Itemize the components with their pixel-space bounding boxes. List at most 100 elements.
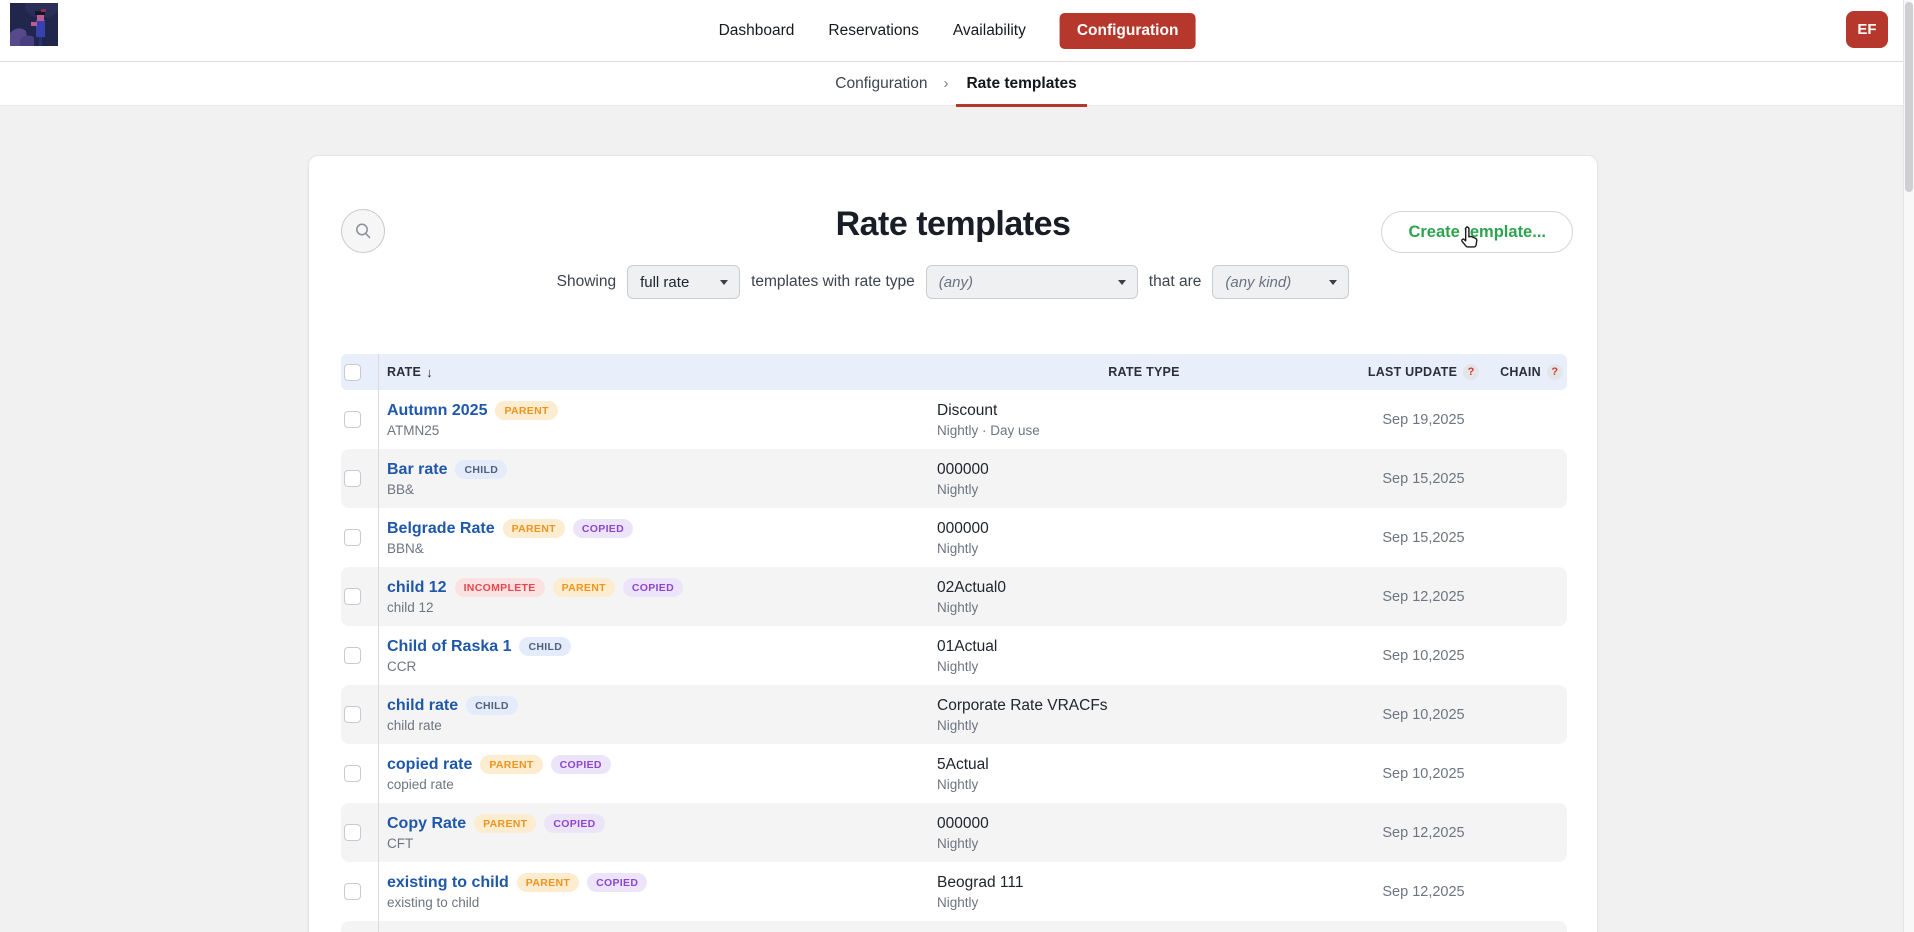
nav-item-configuration-active[interactable]: Configuration bbox=[1059, 13, 1196, 49]
table-row: child 12 INCOMPLETE PARENT COPIED child 12… bbox=[341, 567, 1567, 626]
row-checkbox[interactable] bbox=[344, 883, 361, 900]
table-row: Child of Raska 1 CHILD CCR 01Actual Nigh… bbox=[341, 626, 1567, 685]
last-update-cell: Sep 15,2025 bbox=[1351, 508, 1496, 567]
filter-row: Showing full rate templates with rate ty… bbox=[309, 265, 1597, 299]
badge-list: INCOMPLETE PARENT COPIED bbox=[454, 578, 683, 597]
rate-type-value: 01Actual bbox=[937, 637, 998, 655]
showing-select-value: full rate bbox=[640, 273, 690, 291]
chain-cell bbox=[1496, 449, 1567, 508]
vertical-scrollbar[interactable] bbox=[1903, 0, 1914, 932]
row-checkbox-cell bbox=[341, 744, 378, 803]
rate-type-value: 5Actual bbox=[937, 755, 989, 773]
rate-type-cell: 02Actual0 Nightly bbox=[937, 567, 1351, 626]
rate-name-line: Copy Rate PARENT COPIED bbox=[387, 814, 937, 833]
search-button[interactable] bbox=[341, 209, 385, 253]
rate-templates-card: Rate templates Create template... Showin… bbox=[308, 155, 1598, 932]
select-all-checkbox[interactable] bbox=[344, 363, 361, 381]
badge-list: PARENT COPIED bbox=[474, 814, 605, 833]
header-rate-type-label: RATE TYPE bbox=[1108, 365, 1180, 379]
last-update-cell: Sep 19,2025 bbox=[1351, 390, 1496, 449]
chain-cell bbox=[1496, 803, 1567, 862]
row-checkbox-cell bbox=[341, 449, 378, 508]
badge-parent: PARENT bbox=[495, 401, 558, 420]
page-title: Rate templates bbox=[835, 205, 1071, 243]
last-update-value: Sep 19,2025 bbox=[1382, 411, 1465, 428]
chain-help-icon[interactable]: ? bbox=[1546, 364, 1563, 380]
rate-name-line: existing to child PARENT COPIED bbox=[387, 873, 937, 892]
nav-item-dashboard[interactable]: Dashboard bbox=[718, 22, 795, 39]
rate-name-link[interactable]: child 12 bbox=[387, 578, 447, 596]
last-update-cell: Sep 10,2025 bbox=[1351, 685, 1496, 744]
rate-code: CCR bbox=[387, 659, 417, 674]
rate-name-link[interactable]: child rate bbox=[387, 696, 459, 714]
scrollbar-thumb[interactable] bbox=[1905, 2, 1913, 192]
chain-cell bbox=[1496, 390, 1567, 449]
rate-name-link[interactable]: Bar rate bbox=[387, 460, 448, 478]
rate-cell: child 12 INCOMPLETE PARENT COPIED child 12 bbox=[378, 567, 937, 626]
table-row: existing to child PARENT COPIED existing … bbox=[341, 862, 1567, 921]
rate-name-link[interactable]: Belgrade Rate bbox=[387, 519, 495, 537]
kind-select[interactable]: (any kind) bbox=[1212, 265, 1350, 299]
badge-parent: PARENT bbox=[474, 814, 537, 833]
rate-type-sub: Nightly · Day use bbox=[937, 422, 1040, 438]
row-checkbox[interactable] bbox=[344, 529, 361, 546]
nav-item-availability[interactable]: Availability bbox=[952, 22, 1026, 39]
rate-cell: Bar rate CHILD BB& bbox=[378, 449, 937, 508]
breadcrumb-current-rate-templates[interactable]: Rate templates bbox=[956, 74, 1088, 107]
row-checkbox-cell bbox=[341, 862, 378, 921]
table-row: Autumn 2025 PARENT ATMN25 Discount Night… bbox=[341, 390, 1567, 449]
app-logo[interactable] bbox=[10, 3, 58, 46]
rate-code: child rate bbox=[387, 718, 442, 733]
rate-name-link[interactable]: Copy Rate bbox=[387, 814, 467, 832]
row-checkbox[interactable] bbox=[344, 647, 361, 664]
showing-select[interactable]: full rate bbox=[627, 265, 741, 299]
rate-type-select[interactable]: (any) bbox=[925, 265, 1138, 299]
create-template-button[interactable]: Create template... bbox=[1381, 211, 1573, 253]
rate-type-cell: 5Actual Nightly bbox=[937, 744, 1351, 803]
rate-type-value: Beograd 111 bbox=[937, 873, 1024, 891]
badge-list: PARENT COPIED bbox=[516, 873, 648, 892]
rate-name-line: child 12 INCOMPLETE PARENT COPIED bbox=[387, 578, 937, 597]
sort-descending-icon: ↓ bbox=[426, 364, 433, 380]
rate-cell: Belgrade Rate PARENT COPIED BBN& bbox=[378, 508, 937, 567]
last-update-value: Sep 12,2025 bbox=[1382, 588, 1465, 605]
rate-type-value: 000000 bbox=[937, 460, 989, 478]
user-avatar[interactable]: EF bbox=[1846, 11, 1888, 48]
rate-type-sub: Nightly bbox=[937, 717, 979, 733]
badge-list: CHILD bbox=[455, 460, 508, 479]
row-checkbox[interactable] bbox=[344, 470, 361, 487]
table-body: Autumn 2025 PARENT ATMN25 Discount Night… bbox=[341, 390, 1567, 921]
rate-name-line: Belgrade Rate PARENT COPIED bbox=[387, 519, 937, 538]
row-checkbox-cell bbox=[341, 508, 378, 567]
last-update-cell: Sep 12,2025 bbox=[1351, 862, 1496, 921]
rate-type-sub: Nightly bbox=[937, 835, 979, 851]
nav-item-reservations[interactable]: Reservations bbox=[828, 22, 919, 39]
badge-list: CHILD bbox=[466, 696, 518, 715]
row-checkbox[interactable] bbox=[344, 588, 361, 605]
row-checkbox[interactable] bbox=[344, 411, 361, 428]
rate-type-cell: 000000 Nightly bbox=[937, 803, 1351, 862]
rate-name-link[interactable]: existing to child bbox=[387, 873, 509, 891]
row-checkbox[interactable] bbox=[344, 824, 361, 841]
badge-copied: COPIED bbox=[550, 755, 611, 774]
breadcrumb-configuration[interactable]: Configuration bbox=[835, 74, 928, 92]
header-rate-type: RATE TYPE bbox=[937, 354, 1351, 390]
header-rate[interactable]: RATE ↓ bbox=[378, 354, 937, 390]
rate-name-line: Autumn 2025 PARENT bbox=[387, 401, 937, 420]
rate-name-line: Child of Raska 1 CHILD bbox=[387, 637, 937, 656]
rate-name-link[interactable]: copied rate bbox=[387, 755, 473, 773]
last-update-cell: Sep 12,2025 bbox=[1351, 803, 1496, 862]
rate-name-link[interactable]: Child of Raska 1 bbox=[387, 637, 512, 655]
rate-type-sub: Nightly bbox=[937, 776, 979, 792]
row-checkbox[interactable] bbox=[344, 706, 361, 723]
rate-name-link[interactable]: Autumn 2025 bbox=[387, 401, 488, 419]
row-checkbox[interactable] bbox=[344, 765, 361, 782]
rate-type-cell: Corporate Rate VRACFs Nightly bbox=[937, 685, 1351, 744]
badge-incomplete: INCOMPLETE bbox=[454, 578, 545, 597]
last-update-value: Sep 10,2025 bbox=[1382, 765, 1465, 782]
last-update-value: Sep 15,2025 bbox=[1382, 470, 1465, 487]
rate-cell: child rate CHILD child rate bbox=[378, 685, 937, 744]
rate-code: CFT bbox=[387, 836, 414, 851]
last-update-help-icon[interactable]: ? bbox=[1463, 364, 1480, 380]
chain-cell bbox=[1496, 744, 1567, 803]
